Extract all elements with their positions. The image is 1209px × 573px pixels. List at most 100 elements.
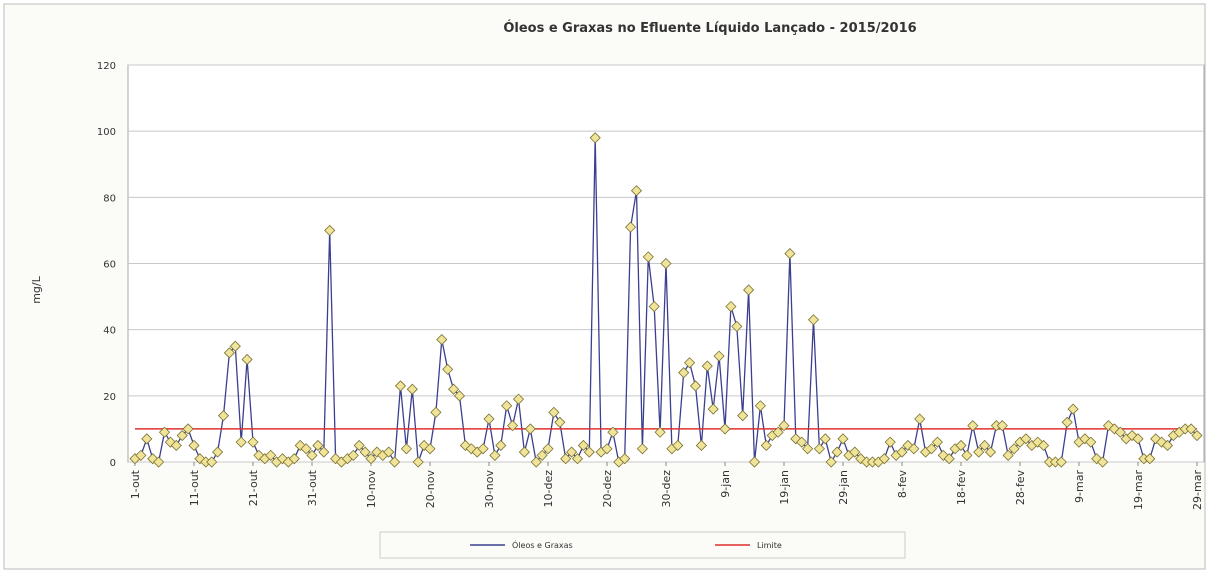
data-point	[424, 443, 436, 455]
x-tick-label: 9-jan	[719, 470, 732, 498]
data-point	[536, 449, 548, 461]
data-point	[1114, 426, 1126, 438]
data-point	[678, 367, 690, 379]
data-point	[489, 449, 501, 461]
data-point	[996, 420, 1008, 432]
x-tick-label: 30-nov	[483, 470, 496, 509]
chart-title: Óleos e Graxas no Efluente Líquido Lança…	[503, 20, 916, 36]
legend-label: Óleos e Graxas	[512, 539, 573, 550]
data-point	[507, 420, 519, 432]
x-tick-label: 8-fev	[896, 470, 909, 499]
data-point	[383, 446, 395, 458]
data-point	[170, 439, 182, 452]
data-point	[365, 453, 377, 465]
data-point	[247, 436, 259, 448]
data-point	[182, 423, 194, 435]
x-tick-label: 20-dez	[601, 470, 614, 508]
data-point	[849, 446, 861, 458]
data-point	[731, 320, 743, 332]
data-point	[778, 420, 790, 432]
data-point	[754, 400, 766, 412]
data-point	[831, 446, 843, 458]
data-point	[495, 439, 507, 452]
y-tick-label: 80	[103, 193, 116, 204]
data-point	[1132, 433, 1144, 445]
data-point	[324, 224, 336, 236]
data-point	[1061, 416, 1073, 428]
data-point	[306, 449, 318, 461]
data-point	[512, 393, 525, 405]
data-point	[636, 443, 648, 455]
x-tick-label: 31-out	[306, 469, 319, 506]
data-point	[229, 340, 241, 352]
data-point	[217, 410, 230, 422]
data-point	[318, 446, 330, 458]
x-tick-label: 19-mar	[1132, 470, 1145, 510]
data-point	[566, 446, 578, 458]
data-point	[548, 406, 560, 418]
legend-box	[379, 531, 906, 559]
data-point	[943, 453, 955, 465]
y-tick-label: 100	[97, 127, 116, 138]
data-point	[265, 449, 277, 461]
data-point	[577, 439, 589, 452]
data-point	[135, 449, 147, 461]
data-point	[719, 423, 731, 435]
data-point	[571, 453, 584, 465]
data-point	[448, 383, 460, 395]
data-point	[979, 439, 991, 452]
data-point	[241, 353, 253, 366]
data-point	[725, 300, 737, 313]
data-point	[967, 420, 979, 432]
data-point	[802, 443, 814, 455]
data-point	[453, 390, 466, 402]
data-point	[583, 446, 595, 458]
data-point	[477, 443, 489, 455]
data-point	[442, 363, 454, 375]
data-point	[737, 410, 749, 422]
data-point	[743, 284, 755, 296]
data-point	[695, 439, 707, 452]
data-point	[896, 446, 908, 458]
data-point	[748, 456, 761, 468]
data-point	[925, 443, 938, 455]
data-point	[153, 456, 165, 468]
x-tick-label: 1-out	[129, 469, 142, 499]
data-point	[1038, 439, 1050, 452]
x-tick-label: 29-jan	[837, 470, 850, 505]
data-point	[430, 406, 442, 418]
data-point	[1191, 429, 1203, 442]
data-point	[984, 446, 997, 458]
data-point	[642, 251, 654, 263]
data-point	[796, 436, 808, 448]
data-point	[212, 446, 224, 458]
data-point	[141, 433, 153, 445]
data-point	[955, 439, 967, 452]
data-point	[176, 429, 188, 442]
data-point	[394, 380, 407, 392]
data-point	[1002, 449, 1014, 461]
data-point	[235, 436, 247, 448]
data-point	[625, 221, 637, 233]
data-point	[807, 314, 820, 326]
x-tick-label: 21-out	[247, 469, 260, 506]
y-tick-label: 40	[103, 326, 116, 337]
data-point	[1067, 403, 1079, 415]
data-point	[607, 426, 619, 438]
data-point	[158, 426, 171, 438]
data-point	[359, 446, 371, 458]
data-point	[412, 456, 424, 468]
data-point	[206, 456, 218, 468]
data-point	[837, 433, 849, 445]
data-point	[560, 453, 572, 465]
y-tick-label: 120	[97, 61, 116, 72]
data-point	[813, 443, 825, 455]
data-point	[483, 413, 495, 425]
data-point	[1144, 453, 1156, 465]
data-point	[188, 439, 200, 452]
data-point	[630, 185, 643, 197]
x-tick-label: 20-nov	[424, 470, 437, 509]
data-point	[884, 436, 896, 448]
data-point	[542, 443, 554, 455]
